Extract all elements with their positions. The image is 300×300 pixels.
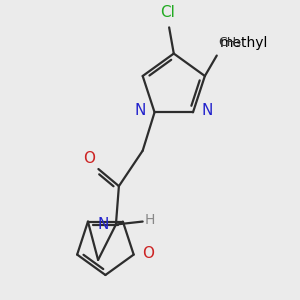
- Text: methyl: methyl: [220, 36, 268, 50]
- Text: O: O: [142, 246, 154, 261]
- Text: Cl: Cl: [160, 5, 175, 20]
- Text: N: N: [97, 217, 109, 232]
- Text: N: N: [202, 103, 213, 118]
- Text: H: H: [144, 213, 154, 227]
- Text: N: N: [134, 103, 146, 118]
- Text: O: O: [83, 151, 95, 166]
- Text: CH₃: CH₃: [218, 36, 242, 49]
